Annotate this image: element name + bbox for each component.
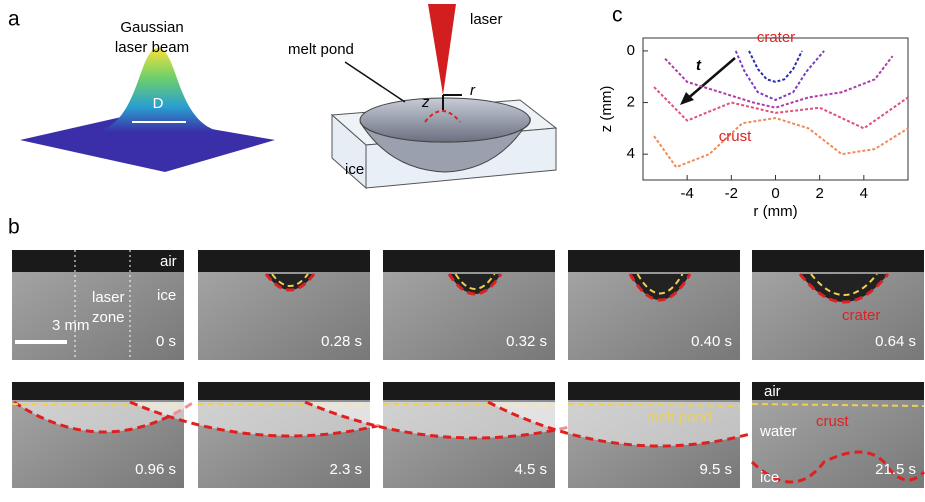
profile-line: [654, 118, 908, 167]
x-tick-label: -4: [680, 185, 693, 202]
figure: a b c D Gaussian laser beam laser melt p…: [0, 0, 925, 497]
x-tick-label: 0: [771, 185, 779, 202]
laser-beam: [428, 4, 456, 95]
time-label: 9.5 s: [699, 461, 732, 478]
air-band: [383, 382, 555, 400]
z-label: z: [421, 94, 430, 111]
time-label: 0.40 s: [691, 333, 732, 350]
y-tick-label: 0: [627, 42, 635, 59]
air-band: [568, 382, 740, 400]
annotation: crater: [757, 29, 795, 46]
frame-label: air: [160, 253, 177, 270]
plot-frame: [643, 38, 908, 180]
air-band: [752, 250, 924, 272]
time-label: 4.5 s: [514, 461, 547, 478]
y-tick-label: 2: [627, 94, 635, 111]
frame-label: air: [764, 383, 781, 400]
frame-label: ice: [760, 469, 779, 486]
time-label: 21.5 s: [875, 461, 916, 478]
time-label: 0.96 s: [135, 461, 176, 478]
x-axis-label: r (mm): [753, 203, 797, 220]
profile-line: [736, 51, 824, 100]
time-label: 0.32 s: [506, 333, 547, 350]
air-band: [12, 382, 184, 400]
time-label: 0 s: [156, 333, 176, 350]
frame-label: ice: [157, 287, 176, 304]
air-band: [383, 250, 555, 272]
panel-letter: b: [8, 216, 20, 239]
time-label: 0.28 s: [321, 333, 362, 350]
frame-label: zone: [92, 309, 125, 326]
melt-pond-label: melt pond: [288, 41, 354, 58]
time-label: 2.3 s: [329, 461, 362, 478]
panel-letter: c: [612, 4, 623, 27]
y-tick-label: 4: [627, 145, 635, 162]
annotation: crust: [719, 128, 752, 145]
x-tick-label: -2: [725, 185, 738, 202]
annotation: t: [696, 57, 702, 74]
frame-label: crust: [816, 413, 849, 430]
y-axis-label: z (mm): [598, 86, 615, 133]
ice-label: ice: [345, 161, 364, 178]
air-band: [198, 382, 370, 400]
air-band: [568, 250, 740, 272]
frame-label: melt pond: [646, 409, 712, 426]
frame-label: crater: [842, 307, 880, 324]
frame-label: 3 mm: [52, 317, 90, 334]
x-tick-label: 2: [815, 185, 823, 202]
time-arrow: [686, 58, 735, 100]
x-tick-label: 4: [860, 185, 868, 202]
time-label: 0.64 s: [875, 333, 916, 350]
pointer: [345, 62, 405, 102]
beam-title: laser beam: [115, 39, 189, 56]
laser-label: laser: [470, 11, 503, 28]
melt-surface: [360, 98, 530, 142]
frame-label: laser: [92, 289, 125, 306]
r-label: r: [470, 82, 476, 99]
air-band: [198, 250, 370, 272]
beam-title: Gaussian: [120, 19, 183, 36]
diameter-label: D: [153, 95, 164, 112]
panel-letter: a: [8, 8, 20, 31]
frame-label: water: [759, 423, 797, 440]
profile-line: [749, 51, 802, 82]
air-band: [12, 250, 184, 272]
